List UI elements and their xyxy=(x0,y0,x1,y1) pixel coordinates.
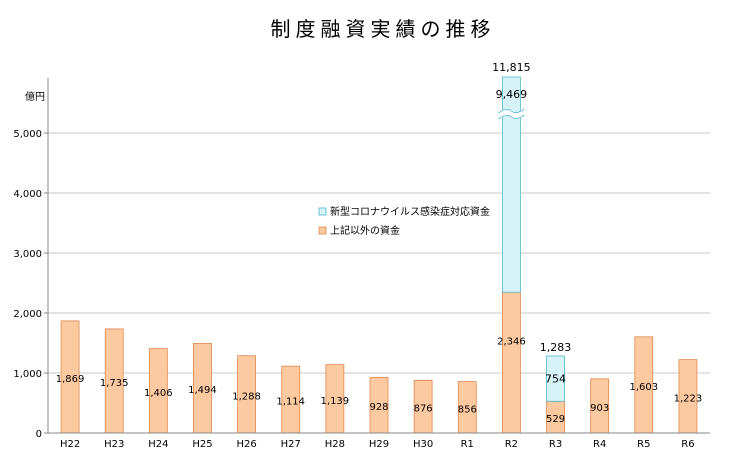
data-label-other-R5: 1,603 xyxy=(629,382,658,393)
x-tick-label: H25 xyxy=(192,439,212,450)
y-tick-label: 2,000 xyxy=(13,309,42,320)
x-tick-label: H29 xyxy=(369,439,389,450)
data-label-other-H22: 1,869 xyxy=(56,374,85,385)
total-label-R3: 1,283 xyxy=(540,341,572,354)
bar-covid-R3 xyxy=(546,355,565,402)
axis-break-line xyxy=(498,108,525,114)
legend-label-covid: 新型コロナウイルス感染症対応資金 xyxy=(330,205,490,218)
x-tick-label: R5 xyxy=(637,439,650,450)
axis-break-mask xyxy=(496,108,527,120)
gridlines xyxy=(48,132,710,374)
data-label-other-R3: 529 xyxy=(546,414,565,425)
y-tick-label: 1,000 xyxy=(13,369,42,380)
x-tick-label: H27 xyxy=(281,439,301,450)
x-tick-label: R1 xyxy=(461,439,474,450)
data-label-other-R4: 903 xyxy=(590,403,609,414)
bar-covid-R2 xyxy=(501,76,521,293)
data-label-covid-R3: 754 xyxy=(545,373,566,386)
x-tick-label: R6 xyxy=(681,439,694,450)
data-label-other-H27: 1,114 xyxy=(276,397,305,408)
data-label-other-R2: 2,346 xyxy=(497,337,526,348)
data-label-other-H23: 1,735 xyxy=(100,378,129,389)
chart-title: 制度融資実績の推移 xyxy=(271,17,496,41)
x-tick-label: H24 xyxy=(148,439,168,450)
data-label-covid-R2: 9,469 xyxy=(496,88,528,101)
axis-break-line xyxy=(498,114,525,120)
data-label-other-H28: 1,139 xyxy=(321,396,350,407)
data-label-other-R1: 856 xyxy=(458,404,477,415)
bars: 1,869 1,735 1,406 1,494 1,288 1,114 1,139 928 87… xyxy=(56,61,703,434)
data-label-other-H25: 1,494 xyxy=(188,385,217,396)
y-tick-label: 0 xyxy=(36,429,42,440)
bar-other-R2 xyxy=(501,291,521,434)
x-tick-label: H26 xyxy=(236,439,256,450)
y-tick-label: 3,000 xyxy=(13,249,42,260)
y-tick-label: 5,000 xyxy=(13,129,42,140)
legend-swatch-covid xyxy=(318,207,327,216)
data-label-other-R6: 1,223 xyxy=(674,393,703,404)
x-axis-ticks: H22 H23 H24 H25 H26 H27 H28 H29 H30 R1 R2 R3 R4 R5 R6 xyxy=(60,439,695,450)
data-label-other-H29: 928 xyxy=(369,402,388,413)
data-label-other-H30: 876 xyxy=(414,404,433,415)
legend-swatch-other xyxy=(318,226,327,235)
total-label-R2: 11,815 xyxy=(492,61,531,74)
legend: 新型コロナウイルス感染症対応資金 上記以外の資金 xyxy=(318,205,490,237)
x-tick-label: H22 xyxy=(60,439,80,450)
x-tick-label: R4 xyxy=(593,439,606,450)
legend-label-other: 上記以外の資金 xyxy=(330,224,400,237)
data-label-other-H24: 1,406 xyxy=(144,388,173,399)
x-tick-label: R3 xyxy=(549,439,562,450)
x-tick-label: R2 xyxy=(505,439,518,450)
x-tick-label: H28 xyxy=(325,439,345,450)
y-axis-ticks: 0 1,000 2,000 3,000 4,000 5,000 xyxy=(13,129,48,440)
data-label-other-H26: 1,288 xyxy=(232,391,261,402)
x-tick-label: H30 xyxy=(413,439,433,450)
x-tick-label: H23 xyxy=(104,439,124,450)
y-tick-label: 4,000 xyxy=(13,189,42,200)
y-unit-label: 億円 xyxy=(25,90,45,103)
